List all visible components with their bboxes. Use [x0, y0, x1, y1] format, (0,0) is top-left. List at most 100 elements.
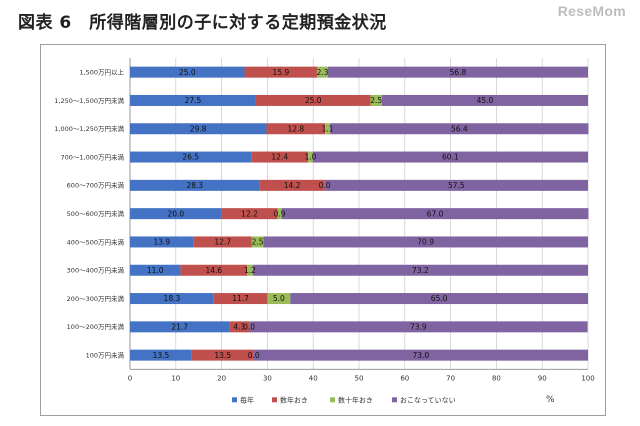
value-label: 2.5 [370, 96, 382, 105]
bar-segment [267, 293, 291, 305]
bar-segment [130, 208, 222, 220]
x-tick-label: 90 [538, 374, 547, 382]
value-label: 5.0 [273, 294, 285, 303]
value-label: 11.0 [147, 266, 164, 275]
bar-segment [381, 94, 588, 106]
value-label: 25.0 [305, 96, 322, 105]
value-label: 26.5 [182, 153, 199, 162]
category-label: 700～1,000万円未満 [60, 152, 124, 161]
legend-swatch [232, 397, 237, 403]
value-label: 11.7 [232, 294, 249, 303]
bar-segment [221, 208, 278, 220]
value-label: 0.0 [248, 351, 260, 360]
x-tick-label: 70 [446, 374, 455, 382]
category-label: 500～600万円未満 [67, 209, 125, 218]
value-label: 29.8 [190, 124, 207, 133]
bar-segment [259, 179, 325, 191]
value-label: 14.2 [284, 181, 301, 190]
value-label: 13.5 [153, 351, 170, 360]
value-label: 13.5 [214, 351, 231, 360]
bar-segment [312, 151, 588, 163]
value-label: 0.9 [274, 209, 286, 218]
bar-segment [130, 349, 192, 361]
category-labels: 1,500万円以上 1,250～1,500万円未満 1,000～1,250万円未満 7… [54, 67, 124, 359]
bar-segment [281, 208, 589, 220]
category-label: 1,250～1,500万円未満 [54, 96, 124, 105]
value-label: 57.5 [448, 181, 465, 190]
bar-segment [327, 66, 588, 78]
bar-segment [249, 321, 588, 333]
bar-segment [229, 321, 250, 333]
value-label: 73.9 [410, 322, 427, 331]
value-label: 60.1 [442, 153, 459, 162]
value-label: 12.4 [271, 153, 288, 162]
bar-segment [130, 321, 230, 333]
bar-segment [244, 66, 318, 78]
category-label: 400～500万円未満 [67, 237, 125, 246]
x-tick-label: 80 [492, 374, 501, 382]
value-label: 27.5 [185, 96, 202, 105]
value-label: 45.0 [477, 96, 494, 105]
legend-swatch [392, 397, 397, 403]
category-label: 1,000～1,250万円未満 [54, 124, 124, 133]
bar-segment [130, 151, 252, 163]
value-label: 28.3 [186, 181, 203, 190]
value-label: 1.1 [322, 124, 334, 133]
legend-label: おこなっていない [400, 396, 456, 404]
x-tick-label: 20 [217, 374, 226, 382]
bar-segment [130, 179, 260, 191]
bar-segment [266, 123, 326, 135]
site-logo: ReseMom [557, 3, 626, 19]
data-labels: 25.0 15.9 2.3 56.8 27.5 25.0 2.5 45.0 29.8 12.8 1.… [147, 68, 494, 360]
x-axis-unit-label: % [546, 395, 555, 405]
category-label: 100万円未満 [86, 350, 125, 359]
bar-segment [130, 123, 267, 135]
chart-title: 図表 6 所得階層別の子に対する定期預金状況 [18, 13, 387, 33]
value-label: 12.7 [214, 238, 231, 247]
value-label: 14.6 [205, 266, 222, 275]
legend-swatch [272, 397, 277, 403]
legend-label: 数年おき [280, 395, 308, 404]
bar-segment [130, 94, 256, 106]
value-label: 65.0 [431, 294, 448, 303]
bar-segment [251, 151, 309, 163]
value-label: 25.0 [179, 68, 196, 77]
x-tick-label: 50 [355, 374, 364, 382]
value-label: 0.0 [243, 322, 255, 331]
bar-segment [130, 293, 214, 305]
bar-segment [252, 264, 588, 276]
value-label: 12.8 [287, 124, 304, 133]
legend-label: 毎年 [240, 395, 254, 404]
value-label: 12.2 [241, 209, 258, 218]
bar-segment [130, 236, 194, 248]
value-label: 13.9 [153, 238, 170, 247]
value-label: 15.9 [273, 68, 290, 77]
category-label: 300～400万円未満 [67, 266, 125, 275]
value-label: 56.8 [450, 68, 467, 77]
bar-segment [370, 94, 382, 106]
value-label: 21.7 [171, 322, 188, 331]
x-tick-label: 30 [263, 374, 272, 382]
bar-segment [213, 293, 268, 305]
bar-segment [317, 66, 328, 78]
value-label: 2.3 [317, 68, 329, 77]
value-label: 18.3 [164, 294, 181, 303]
value-label: 56.4 [451, 124, 468, 133]
value-label: 1.0 [304, 153, 316, 162]
value-label: 2.5 [252, 238, 264, 247]
bar-segment [255, 94, 371, 106]
bar-segment [290, 293, 588, 305]
category-label: 1,500万円以上 [79, 67, 124, 76]
bar-segment [191, 349, 254, 361]
bar-segment [277, 208, 282, 220]
value-label: 73.0 [412, 351, 429, 360]
bar-segment [324, 179, 588, 191]
category-label: 200～300万円未満 [67, 294, 125, 303]
bar-segment [247, 264, 253, 276]
bar-segment [130, 264, 181, 276]
legend-label: 数十年おき [338, 395, 373, 404]
legend: 毎年 数年おき 数十年おき おこなっていない [232, 395, 456, 404]
x-tick-label: 100 [581, 374, 594, 382]
x-tick-label: 40 [309, 374, 318, 382]
